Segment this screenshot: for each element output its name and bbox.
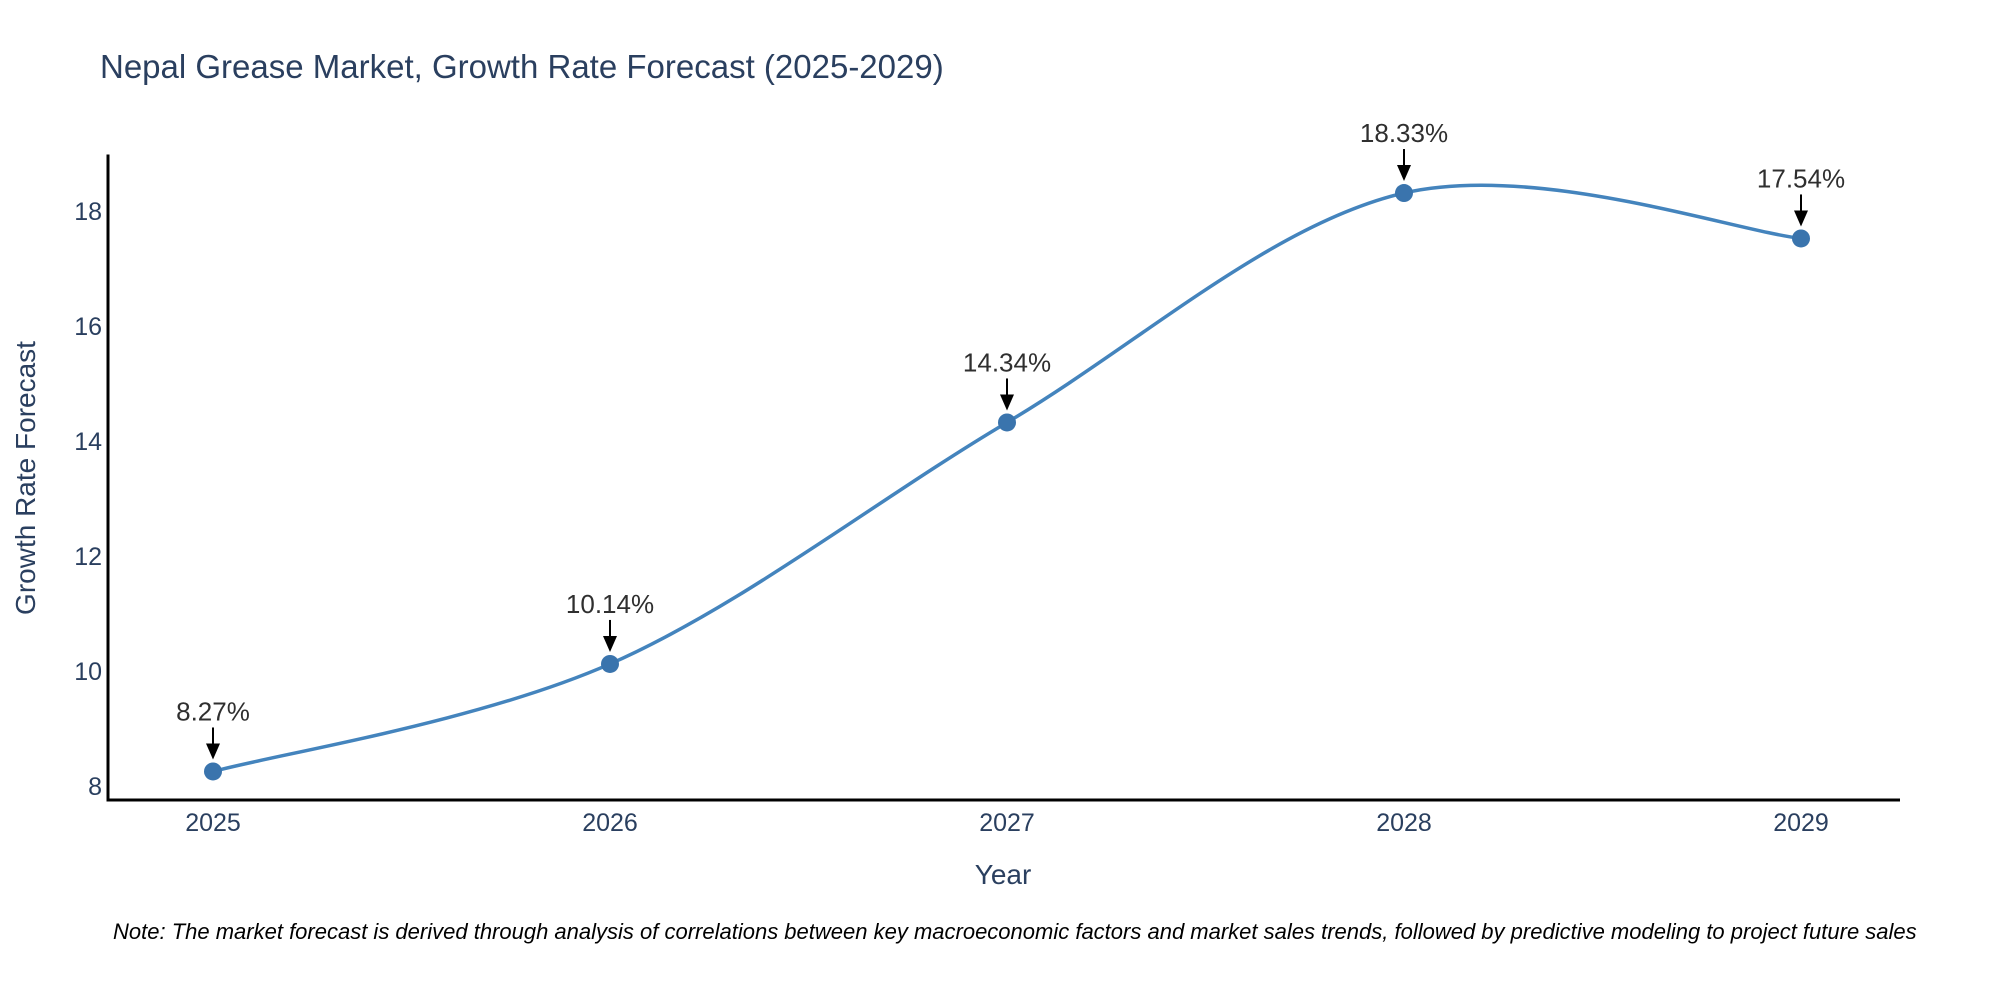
y-tick-label: 8 xyxy=(88,773,102,801)
data-point-marker xyxy=(998,413,1016,432)
data-point-marker xyxy=(1792,229,1810,248)
x-tick-label: 2025 xyxy=(185,809,241,837)
point-value-label: 8.27% xyxy=(176,696,250,726)
annotation-arrowhead xyxy=(1000,394,1014,411)
annotation-arrowhead xyxy=(206,743,220,760)
x-tick-label: 2026 xyxy=(582,809,638,837)
x-tick-label: 2028 xyxy=(1376,809,1432,837)
chart-title: Nepal Grease Market, Growth Rate Forecas… xyxy=(100,48,944,85)
y-tick-label: 16 xyxy=(74,313,102,341)
point-value-label: 17.54% xyxy=(1757,163,1845,193)
x-tick-label: 2027 xyxy=(979,809,1035,837)
forecast-line xyxy=(211,183,1803,774)
y-tick-label: 18 xyxy=(74,198,102,226)
y-tick-label: 12 xyxy=(74,543,102,571)
data-point-marker xyxy=(601,654,619,673)
annotation-arrowhead xyxy=(1397,165,1411,182)
data-point-marker xyxy=(1395,184,1413,203)
data-point-marker xyxy=(204,762,222,781)
x-tick-label: 2029 xyxy=(1773,809,1829,837)
annotation-arrowhead xyxy=(603,635,617,652)
annotation-arrowhead xyxy=(1794,210,1808,227)
footnote: Note: The market forecast is derived thr… xyxy=(113,919,1917,944)
y-axis-title: Growth Rate Forecast xyxy=(10,341,41,615)
y-tick-label: 14 xyxy=(74,428,102,456)
x-axis-title: Year xyxy=(974,859,1032,890)
point-value-label: 14.34% xyxy=(963,347,1051,377)
point-value-label: 10.14% xyxy=(566,589,654,619)
y-tick-label: 10 xyxy=(74,658,102,686)
point-value-label: 18.33% xyxy=(1360,118,1448,148)
